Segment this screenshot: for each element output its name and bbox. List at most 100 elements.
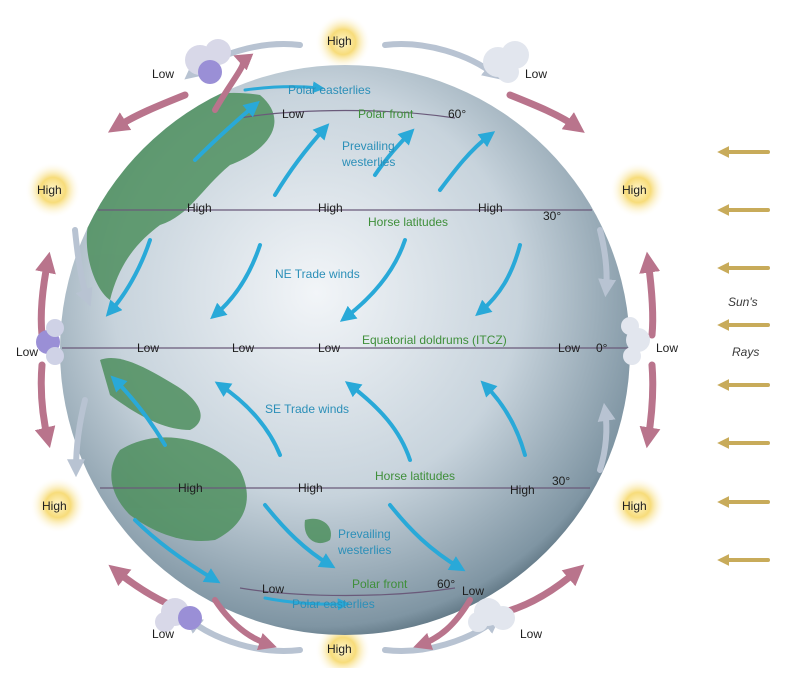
line-label-equator-low: Low (232, 341, 255, 355)
zone-equatorial-doldrums: Equatorial doldrums (ITCZ) (362, 333, 507, 347)
cloud-top-left (185, 39, 231, 84)
zone-polar-easterlies-north: Polar easterlies (288, 83, 371, 97)
high-glow-ne (610, 162, 666, 218)
zone-ne-trade-winds: NE Trade winds (275, 267, 360, 281)
line-label-south-high: High (510, 483, 535, 497)
line-label-north-high: High (318, 201, 343, 215)
sun-ray-arrows (717, 146, 770, 566)
cell-arrow (72, 227, 93, 307)
line-label-south-high: High (178, 481, 203, 495)
low-label-right: Low (656, 341, 679, 355)
cell-arrow (212, 597, 277, 651)
low-label-bottom-right: Low (520, 627, 543, 641)
south-westerly-arrow (263, 503, 336, 569)
line-label-south-polar-low: Low (462, 584, 485, 598)
cell-arrow (639, 361, 661, 449)
polar-easterly-arrow (263, 596, 350, 611)
high-label-ne: High (622, 183, 647, 197)
clouds (36, 39, 650, 632)
low-label-top-right: Low (525, 67, 548, 81)
zone-polar-front-north: Polar front (358, 107, 414, 121)
south-westerly-arrow (388, 503, 466, 572)
ne-trade-arrow (105, 238, 152, 317)
se-trade-arrow (480, 380, 527, 457)
cell-arrow (212, 53, 254, 113)
cloud-left (36, 319, 64, 365)
high-glow-top (315, 14, 371, 70)
ne-trade-arrow (339, 238, 407, 322)
cell-arrow (639, 251, 661, 339)
high-pressure-glows (25, 14, 666, 673)
wind-arrows (105, 81, 527, 611)
cloud-bottom-left (155, 598, 202, 632)
line-label-equator-low: Low (318, 341, 341, 355)
latitude-line-60s (239, 587, 456, 597)
cell-arrow (35, 251, 56, 339)
latitude-marker-30n: 30° (543, 209, 562, 223)
latitude-lines (62, 109, 628, 597)
line-label-north-high: High (478, 201, 503, 215)
line-label-north-polar-low: Low (282, 107, 305, 121)
westerly-arrow (273, 123, 330, 197)
se-trade-arrow (110, 375, 167, 447)
zone-prevailing-westerlies-north: Prevailing (342, 139, 395, 153)
high-glow-bottom (315, 622, 371, 673)
se-trade-arrow (344, 381, 412, 462)
cell-arrow (501, 564, 585, 616)
high-label-top: High (327, 34, 352, 48)
westerly-arrow (373, 128, 415, 177)
high-label-nw: High (37, 183, 62, 197)
se-trade-arrow (214, 381, 282, 457)
cell-arrow (67, 397, 88, 478)
zone-horse-latitudes-south: Horse latitudes (375, 469, 456, 483)
high-glow-se (610, 477, 666, 533)
cell-arrow (506, 91, 585, 133)
zone-prevailing-westerlies-south: Prevailing (338, 527, 391, 541)
zone-prevailing-westerlies-south: westerlies (338, 543, 392, 557)
line-label-equator-low: Low (137, 341, 160, 355)
cell-arrow (597, 402, 616, 473)
cell-arrow (382, 41, 501, 80)
latitude-marker-0: 0° (596, 341, 608, 355)
latitude-marker-60n: 60° (448, 107, 467, 121)
line-label-south-high: High (298, 481, 323, 495)
line-label-south-polar-low: Low (262, 582, 285, 596)
cell-arrow (597, 227, 617, 298)
south-westerly-arrow (133, 518, 221, 584)
latitude-marker-30s: 30° (552, 474, 571, 488)
line-label-equator-low: Low (558, 341, 581, 355)
high-label-bottom: High (327, 642, 352, 656)
latitude-marker-60s: 60° (437, 577, 456, 591)
westerly-arrow (438, 131, 496, 192)
high-label-se: High (622, 499, 647, 513)
cell-arrow (107, 91, 189, 133)
cloud-top-right (483, 41, 529, 83)
ne-trade-arrow (210, 243, 262, 320)
latitude-line-60n (239, 109, 456, 119)
cloud-right (621, 317, 650, 365)
cell-arrow (413, 597, 473, 650)
cell-arrow (34, 361, 56, 449)
zone-polar-easterlies-south: Polar easterlies (292, 597, 375, 611)
zone-horse-latitudes-north: Horse latitudes (368, 215, 449, 229)
high-label-sw: High (42, 499, 67, 513)
zone-se-trade-winds: SE Trade winds (265, 402, 350, 416)
westerly-arrow (193, 100, 260, 162)
low-label-left: Low (16, 345, 39, 359)
sun-rays-label: Sun's (728, 295, 758, 309)
zone-polar-front-south: Polar front (352, 577, 408, 591)
zone-prevailing-westerlies-north: westerlies (342, 155, 396, 169)
sun-rays-label: Rays (732, 345, 760, 359)
ne-trade-arrow (475, 243, 522, 317)
polar-easterly-arrow (243, 81, 325, 94)
low-label-bottom-left: Low (152, 627, 175, 641)
low-label-top-left: Low (152, 67, 175, 81)
line-label-north-high: High (187, 201, 212, 215)
high-glow-sw (30, 477, 86, 533)
australia-land (111, 437, 247, 541)
new-zealand-land (304, 518, 331, 544)
cloud-bottom-right (468, 598, 515, 632)
high-glow-nw (25, 162, 81, 218)
